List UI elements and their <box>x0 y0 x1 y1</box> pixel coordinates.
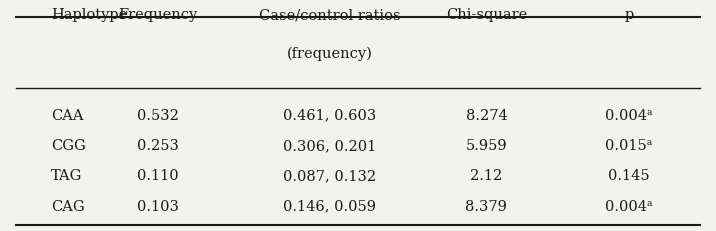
Text: Haplotype: Haplotype <box>52 8 127 22</box>
Text: 2.12: 2.12 <box>470 169 503 183</box>
Text: 0.004ᵃ: 0.004ᵃ <box>605 109 653 122</box>
Text: TAG: TAG <box>52 169 82 183</box>
Text: CAA: CAA <box>52 109 84 122</box>
Text: 0.087, 0.132: 0.087, 0.132 <box>283 169 376 183</box>
Text: 0.004ᵃ: 0.004ᵃ <box>605 200 653 214</box>
Text: Chi-square: Chi-square <box>446 8 527 22</box>
Text: CGG: CGG <box>52 139 86 153</box>
Text: (frequency): (frequency) <box>286 47 372 61</box>
Text: 8.274: 8.274 <box>465 109 507 122</box>
Text: Frequency: Frequency <box>119 8 198 22</box>
Text: 0.253: 0.253 <box>137 139 179 153</box>
Text: 5.959: 5.959 <box>465 139 507 153</box>
Text: CAG: CAG <box>52 200 85 214</box>
Text: 0.146, 0.059: 0.146, 0.059 <box>283 200 376 214</box>
Text: Case/control ratios: Case/control ratios <box>258 8 400 22</box>
Text: 0.015ᵃ: 0.015ᵃ <box>605 139 653 153</box>
Text: 0.103: 0.103 <box>137 200 179 214</box>
Text: 0.532: 0.532 <box>137 109 179 122</box>
Text: 0.306, 0.201: 0.306, 0.201 <box>283 139 376 153</box>
Text: 0.461, 0.603: 0.461, 0.603 <box>283 109 376 122</box>
Text: 8.379: 8.379 <box>465 200 508 214</box>
Text: 0.145: 0.145 <box>608 169 650 183</box>
Text: p: p <box>624 8 634 22</box>
Text: 0.110: 0.110 <box>137 169 179 183</box>
